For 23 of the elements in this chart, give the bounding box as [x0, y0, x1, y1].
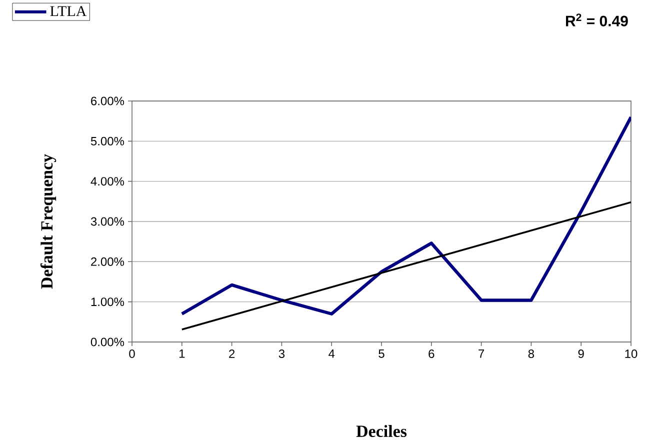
x-tick-label: 7 [478, 349, 484, 358]
x-tick-label: 8 [528, 349, 534, 358]
y-axis-title: Default Frequency [40, 154, 56, 289]
y-tick-label: 6.00% [91, 96, 124, 106]
text: R$^{2}$ = 0.49 [566, 13, 628, 26]
y-tick-label: 3.00% [90, 217, 124, 226]
x-axis-title: Deciles [356, 424, 407, 437]
y-tick-label: 4.00% [90, 176, 124, 186]
y-tick-label: 2.00% [91, 257, 124, 266]
legend-label: LTLA [50, 6, 87, 16]
x-tick-label: 9 [578, 349, 584, 358]
line-series [180, 115, 631, 316]
y-tick-label: 1.00% [91, 297, 124, 306]
x-tick-label: 5 [378, 349, 384, 358]
y-tick-label: 5.00% [90, 136, 124, 146]
x-tick-label: 4 [328, 349, 335, 358]
x-tick-label: 2 [229, 349, 235, 358]
x-tick-label: 10 [625, 349, 638, 358]
y-tick-label: 0.00% [90, 338, 124, 346]
x-tick-label: 0 [129, 349, 135, 358]
x-tick-label: 1 [179, 349, 185, 358]
x-tick-label: 6 [428, 349, 434, 358]
x-tick-label: 3 [278, 349, 285, 358]
